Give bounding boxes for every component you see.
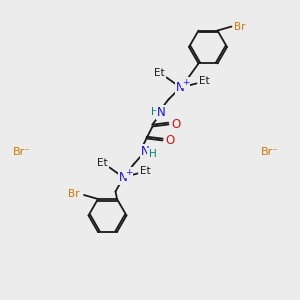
Text: N: N: [119, 171, 128, 184]
Text: +: +: [182, 78, 189, 87]
Text: Et: Et: [154, 68, 165, 79]
Text: Et: Et: [199, 76, 210, 86]
Text: Et: Et: [140, 167, 151, 176]
Text: O: O: [165, 134, 174, 147]
Text: Br⁻: Br⁻: [13, 147, 31, 157]
Text: N: N: [157, 106, 166, 119]
Text: O: O: [171, 118, 180, 131]
Text: H: H: [151, 107, 158, 118]
Text: N: N: [176, 81, 185, 94]
Text: N: N: [141, 145, 150, 158]
Text: Br: Br: [68, 189, 80, 199]
Text: +: +: [125, 168, 132, 177]
Text: H: H: [148, 149, 156, 160]
Text: Br⁻: Br⁻: [261, 147, 279, 157]
Text: Br: Br: [234, 22, 245, 32]
Text: Et: Et: [97, 158, 108, 169]
